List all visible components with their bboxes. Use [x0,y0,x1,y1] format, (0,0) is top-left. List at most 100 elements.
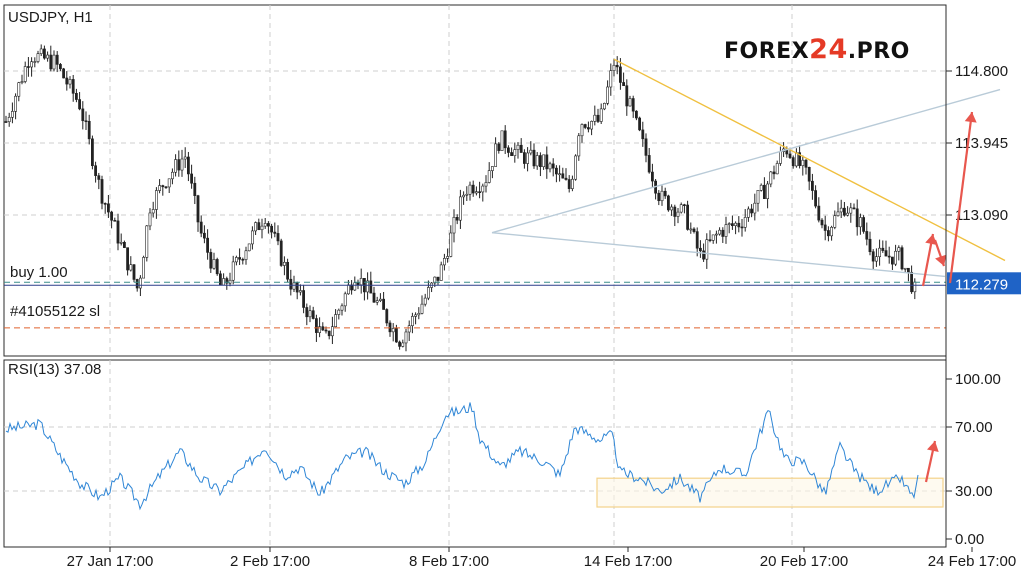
candle-body [247,243,251,252]
candle [682,203,686,214]
candle [650,163,654,188]
rsi-line [5,402,919,511]
candle [858,213,862,235]
candle-body [97,175,101,180]
candle-body [890,256,894,265]
candle-body [305,307,309,318]
candle-body [871,251,875,262]
candle [241,257,245,265]
rsi-forecast-arrow [924,440,939,483]
candle-body [20,81,24,83]
candle-body [107,203,110,213]
rsi-y-tick-label: 70.00 [955,419,993,436]
candle-body [772,171,776,175]
candle [775,160,779,175]
candle-body [87,120,91,140]
candle [561,167,565,179]
candle [884,240,888,257]
candle [609,63,613,96]
candle [231,255,235,285]
candle-body [225,278,229,284]
candle [254,221,258,235]
candle [628,95,632,107]
candle [372,286,376,303]
candle-body [161,185,165,188]
candle-body [622,82,626,87]
candle [897,245,901,261]
candle [823,215,827,241]
candle [666,194,670,212]
candle-body [337,309,341,315]
candle-body [263,223,267,227]
candle-body [203,232,206,239]
candle [247,243,251,252]
candle [414,312,418,325]
candle-body [36,53,40,62]
candle-body [14,95,18,112]
candle-body [817,205,821,221]
candle [807,166,811,191]
candle-body [526,152,530,164]
candle-body [698,247,702,252]
candle-body [244,250,248,260]
candle-body [631,98,635,112]
candle [14,93,18,120]
candle-body [532,149,536,167]
candle [548,161,552,173]
candle-body [100,179,104,204]
candle [465,186,469,201]
candle [772,165,776,180]
candle [705,233,709,269]
candle-body [727,223,731,225]
candle [17,81,21,102]
candle [820,218,824,229]
candle-body [94,165,98,176]
candle-body [174,159,178,173]
candle-body [833,215,837,228]
lower-channel-line [491,231,946,278]
candle [654,179,658,200]
candle-body [577,135,581,157]
candle-body [490,166,494,171]
candle-body [862,217,866,232]
candle [791,155,795,169]
candle [388,320,392,337]
candle [187,151,190,182]
candle-body [721,229,725,237]
candle-body [906,267,910,273]
candle-body [894,250,898,265]
candle-body [612,64,616,72]
candle [497,142,501,154]
candle-body [593,114,597,122]
candle-body [369,280,373,294]
candle-body [506,147,510,153]
candle-body [180,158,184,171]
candle-body [881,247,885,251]
candle-body [164,186,168,189]
candle-body [583,124,587,128]
candle-body [574,155,578,180]
candle-body [810,180,814,191]
candle [737,216,741,233]
candle-body [78,99,82,110]
candle [126,247,130,276]
candle-body [484,182,488,187]
candle [340,303,344,316]
candle [580,123,584,143]
candle-body [775,163,779,175]
candle-body [756,190,760,204]
candle-body [609,70,613,88]
candle [462,191,466,205]
candle-body [391,328,395,333]
candle [474,186,478,196]
candle-body [366,280,370,293]
candle-body [855,208,859,228]
candle-body [65,77,69,85]
candle-body [71,79,75,94]
candle [36,50,40,64]
candle [510,147,514,156]
candle [55,51,59,73]
candle-body [878,247,882,257]
candle-body [865,231,869,240]
candle [235,255,238,266]
